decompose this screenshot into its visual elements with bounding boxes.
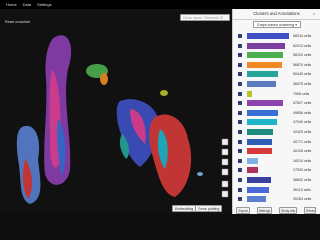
cluster-bar	[247, 186, 270, 193]
checkbox[interactable]	[238, 34, 242, 38]
cluster-bar	[247, 33, 289, 39]
cell-count: 46975 cells	[293, 82, 312, 86]
cell-cluster	[23, 159, 32, 199]
plot-area: Reset crosshair Gene name / Ensembl ID E…	[0, 9, 232, 214]
checkbox[interactable]	[238, 187, 242, 192]
menu-item[interactable]: Settings	[37, 2, 52, 7]
cell-cluster	[149, 114, 192, 197]
checkbox[interactable]	[238, 72, 242, 77]
cluster-bar	[247, 119, 277, 126]
tool-button[interactable]	[221, 138, 229, 146]
checkbox[interactable]	[238, 139, 242, 144]
checkbox[interactable]	[238, 178, 242, 182]
checkbox[interactable]	[238, 91, 242, 96]
menu-item[interactable]: Data	[22, 2, 32, 7]
menu-item[interactable]: Home	[6, 2, 17, 7]
cell-cluster	[130, 109, 146, 144]
cell-count: 56870 cells	[293, 62, 312, 67]
cluster-bar	[247, 148, 272, 155]
checkbox[interactable]	[238, 130, 242, 134]
cluster-bar	[247, 61, 282, 68]
cluster-bar	[247, 52, 283, 59]
cell-count: 68244 cells	[293, 34, 312, 38]
menu-bar: Home Data Settings	[0, 0, 320, 9]
cell-count: 38602 cells	[293, 178, 312, 182]
cell-count: 49856 cells	[293, 110, 312, 115]
reset-button[interactable]: Reset crosshair	[5, 19, 30, 24]
cell-count: 36119 cells	[293, 187, 311, 192]
tool-button[interactable]	[221, 180, 229, 188]
gene-search[interactable]: Gene name / Ensembl ID	[180, 14, 230, 21]
cell-count: 30284 cells	[293, 197, 312, 202]
cell-cluster	[16, 125, 41, 204]
panel-footer: Export Settings Study info Reset	[233, 207, 320, 214]
cluster-bar	[247, 167, 258, 174]
cell-count: 58120 cells	[293, 53, 312, 58]
cell-count: 42425 cells	[293, 130, 312, 134]
tool-button[interactable]	[221, 190, 229, 198]
cell-count: 57827 cells	[293, 101, 312, 106]
footer-button[interactable]: Export	[236, 207, 250, 214]
cluster-bar	[247, 157, 259, 164]
cluster-bar	[247, 42, 286, 49]
footer-button[interactable]: Study info	[279, 207, 298, 214]
footer-button[interactable]: Settings	[256, 207, 273, 214]
cell-cluster	[57, 119, 66, 177]
cluster-bar	[247, 71, 279, 78]
footer-button[interactable]: Reset	[304, 207, 317, 214]
cell-count: 50445 cells	[293, 72, 312, 77]
side-panel: Clusters and Annotations × Graph-based c…	[232, 9, 320, 214]
tool-button[interactable]	[221, 148, 229, 156]
cell-embedding	[16, 35, 229, 204]
gene-plot-button[interactable]: Gene plotting	[195, 205, 223, 212]
cell-count: 40126 cells	[293, 149, 312, 154]
cluster-bar	[247, 177, 271, 183]
cell-count: 7508 cells	[293, 91, 310, 96]
checkbox[interactable]	[238, 110, 242, 115]
checkbox[interactable]	[238, 62, 242, 67]
cell-count: 17533 cells	[293, 168, 312, 173]
checkbox[interactable]	[238, 101, 242, 106]
checkbox[interactable]	[238, 53, 242, 58]
panel-title: Clusters and Annotations	[233, 9, 320, 20]
app-window: {"menu": {"items": ["Home", "Data", "Set…	[0, 0, 320, 214]
cluster-bar	[247, 109, 278, 116]
cluster-bar	[247, 138, 273, 145]
checkbox[interactable]	[238, 158, 242, 163]
cell-count: 18210 cells	[293, 158, 312, 163]
cell-cluster	[100, 73, 108, 85]
cell-count: 47940 cells	[293, 120, 312, 125]
cluster-bar	[247, 81, 276, 87]
checkbox[interactable]	[238, 149, 242, 154]
checkbox[interactable]	[238, 197, 242, 202]
embedding-button[interactable]: Embedding	[172, 205, 197, 212]
checkbox[interactable]	[238, 43, 242, 48]
cluster-bar	[247, 90, 252, 97]
tool-button[interactable]	[221, 158, 229, 166]
checkbox[interactable]	[238, 168, 242, 173]
checkbox[interactable]	[238, 82, 242, 86]
cell-count: 40771 cells	[293, 139, 312, 144]
checkbox[interactable]	[238, 120, 242, 125]
cluster-bar	[247, 129, 274, 135]
cluster-bar	[247, 196, 266, 203]
cell-cluster	[119, 134, 129, 159]
cluster-dropdown[interactable]: Graph-based clustering ▾	[253, 21, 301, 28]
cluster-bar	[247, 100, 283, 107]
tool-button[interactable]	[221, 168, 229, 176]
close-icon[interactable]: ×	[313, 11, 316, 16]
cell-cluster	[160, 90, 168, 96]
cell-count: 62013 cells	[293, 43, 312, 48]
cell-cluster	[197, 172, 203, 176]
cell-cluster	[157, 129, 168, 169]
